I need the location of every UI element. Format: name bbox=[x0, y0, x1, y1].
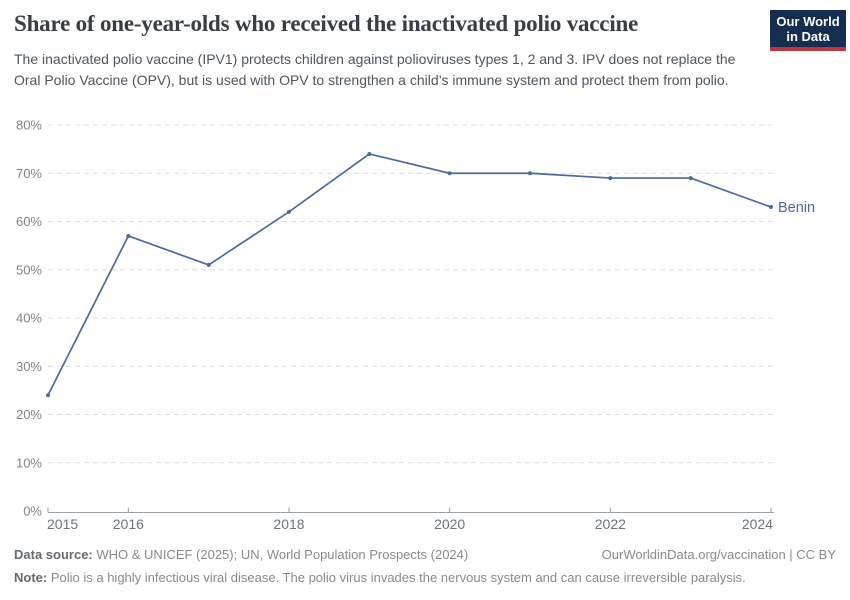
y-axis-tick-label: 20% bbox=[16, 407, 42, 422]
series-line-benin[interactable] bbox=[47, 153, 772, 397]
data-point-2018[interactable] bbox=[287, 209, 291, 214]
data-point-2017[interactable] bbox=[206, 262, 211, 267]
chart-title: Share of one-year-olds who received the … bbox=[14, 11, 639, 36]
logo-line1: Our World bbox=[776, 13, 840, 29]
footer-link[interactable]: OurWorldinData.org/vaccination | CC BY bbox=[601, 547, 836, 562]
y-axis-tick-label: 0% bbox=[23, 504, 42, 519]
data-point-2019[interactable] bbox=[367, 151, 372, 156]
y-axis-tick-label: 50% bbox=[16, 262, 42, 277]
data-point-2022[interactable] bbox=[608, 176, 613, 181]
data-point-2021[interactable] bbox=[528, 171, 532, 176]
x-axis-tick-label: 2020 bbox=[434, 516, 465, 532]
data-point-2015[interactable] bbox=[46, 393, 50, 398]
y-axis-tick-label: 10% bbox=[16, 455, 42, 470]
y-axis-tick-label: 60% bbox=[16, 214, 42, 229]
data-source-line: Data source: WHO & UNICEF (2025); UN, Wo… bbox=[14, 546, 468, 563]
chart-footer: Data source: WHO & UNICEF (2025); UN, Wo… bbox=[14, 546, 836, 586]
y-axis-tick-label: 40% bbox=[16, 311, 42, 326]
note-text: Polio is a highly infectious viral disea… bbox=[50, 570, 746, 585]
x-axis-tick-label: 2022 bbox=[595, 516, 626, 532]
data-source-text: WHO & UNICEF (2025); UN, World Populatio… bbox=[96, 547, 469, 562]
x-axis-tick-label: 2016 bbox=[113, 516, 144, 532]
x-axis-tick-label: 2018 bbox=[273, 516, 304, 532]
owid-logo[interactable]: Our World in Data bbox=[770, 10, 846, 51]
note-line: Note: Polio is a highly infectious viral… bbox=[14, 569, 836, 586]
line-chart[interactable]: 0% 10% 20% 30% 40% 50% 60% 70% 80% 2015 2016 2018 20… bbox=[0, 110, 850, 540]
chart-subtitle: The inactivated polio vaccine (IPV1) pro… bbox=[14, 51, 736, 88]
y-axis-tick-label: 70% bbox=[16, 166, 42, 181]
logo-line2: in Data bbox=[786, 28, 830, 44]
data-point-2020[interactable] bbox=[447, 171, 452, 176]
x-axis-tick-label: 2024 bbox=[742, 516, 773, 532]
data-point-2024[interactable] bbox=[769, 205, 773, 210]
data-point-2016[interactable] bbox=[126, 233, 131, 238]
data-source-label: Data source: bbox=[14, 547, 93, 562]
x-axis-tick-label: 2015 bbox=[47, 516, 78, 532]
note-label: Note: bbox=[14, 570, 48, 585]
series-label-benin[interactable]: Benin bbox=[778, 200, 815, 216]
data-point-2023[interactable] bbox=[688, 176, 693, 181]
y-axis-tick-label: 30% bbox=[16, 359, 42, 374]
y-axis-tick-label: 80% bbox=[16, 118, 42, 133]
